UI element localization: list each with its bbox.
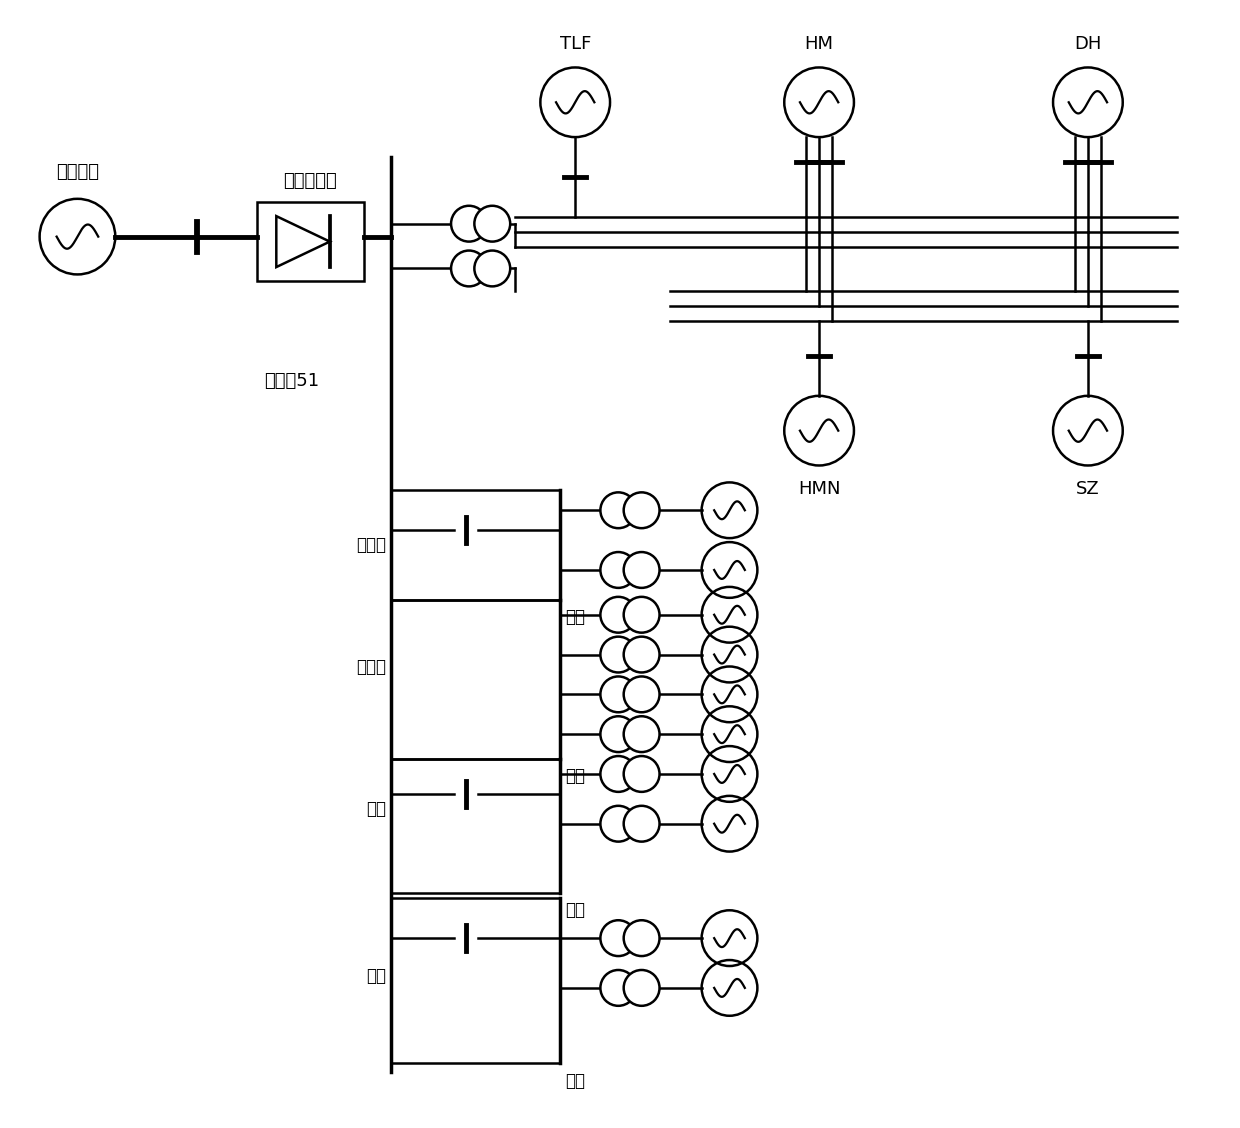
Text: 受端电网: 受端电网 <box>56 162 99 180</box>
Circle shape <box>624 636 660 672</box>
Text: 新哈换51: 新哈换51 <box>264 372 319 390</box>
Text: 高压换流站: 高压换流站 <box>284 171 337 190</box>
Bar <box>257 202 365 281</box>
Circle shape <box>600 552 636 588</box>
Text: 国电: 国电 <box>366 800 386 818</box>
Text: TLF: TLF <box>559 35 591 53</box>
Circle shape <box>624 805 660 841</box>
Text: 瑞虹电: 瑞虹电 <box>356 536 386 554</box>
Circle shape <box>600 756 636 792</box>
Text: 国能: 国能 <box>565 767 585 785</box>
Text: SZ: SZ <box>1076 481 1100 499</box>
Circle shape <box>624 920 660 957</box>
Text: HMN: HMN <box>797 481 841 499</box>
Circle shape <box>475 205 510 241</box>
Circle shape <box>600 805 636 841</box>
Circle shape <box>600 970 636 1006</box>
Circle shape <box>624 552 660 588</box>
Circle shape <box>624 597 660 633</box>
Text: 国电: 国电 <box>565 901 585 919</box>
Text: HM: HM <box>805 35 833 53</box>
Circle shape <box>600 636 636 672</box>
Circle shape <box>600 677 636 712</box>
Text: 国投: 国投 <box>565 1073 585 1091</box>
Circle shape <box>624 492 660 528</box>
Text: 国能大: 国能大 <box>356 659 386 677</box>
Text: 国投: 国投 <box>366 967 386 985</box>
Circle shape <box>624 970 660 1006</box>
Circle shape <box>600 716 636 752</box>
Circle shape <box>600 492 636 528</box>
Circle shape <box>624 677 660 712</box>
Text: DH: DH <box>1074 35 1101 53</box>
Circle shape <box>624 756 660 792</box>
Circle shape <box>451 205 487 241</box>
Circle shape <box>600 920 636 957</box>
Circle shape <box>624 716 660 752</box>
Circle shape <box>451 250 487 287</box>
Circle shape <box>475 250 510 287</box>
Circle shape <box>600 597 636 633</box>
Text: 瑞虹: 瑞虹 <box>565 608 585 626</box>
